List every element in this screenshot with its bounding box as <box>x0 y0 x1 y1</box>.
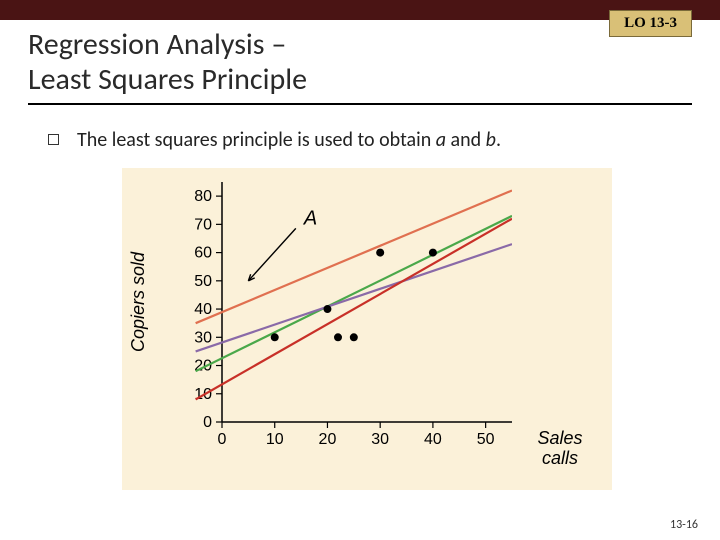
bullet-text-mid: and <box>446 128 486 152</box>
svg-text:A: A <box>303 207 317 229</box>
title-line-1: Regression Analysis – <box>28 26 286 63</box>
svg-text:40: 40 <box>424 431 442 448</box>
svg-text:40: 40 <box>194 301 212 318</box>
regression-chart: 0102030405060708001020304050Copiers sold… <box>122 168 612 490</box>
title-underline <box>28 103 692 105</box>
svg-text:Sales: Sales <box>537 428 582 448</box>
square-bullet-icon <box>48 134 59 145</box>
bullet-var-b: b <box>486 128 496 152</box>
svg-text:70: 70 <box>194 216 212 233</box>
svg-text:0: 0 <box>203 414 212 431</box>
svg-text:20: 20 <box>319 431 337 448</box>
svg-text:0: 0 <box>218 431 227 448</box>
svg-text:60: 60 <box>194 245 212 262</box>
chart-svg: 0102030405060708001020304050Copiers sold… <box>122 168 612 490</box>
bullet-text: The least squares principle is used to o… <box>77 128 501 152</box>
svg-text:20: 20 <box>194 358 212 375</box>
page-number: 13-16 <box>670 518 698 532</box>
svg-text:Copiers sold: Copiers sold <box>128 251 148 352</box>
title-line-2: Least Squares Principle <box>28 61 307 98</box>
bullet-text-pre: The least squares principle is used to o… <box>77 128 436 152</box>
svg-text:50: 50 <box>477 431 495 448</box>
bullet-item: The least squares principle is used to o… <box>48 128 680 152</box>
svg-text:80: 80 <box>194 188 212 205</box>
bullet-text-post: . <box>496 128 501 152</box>
svg-text:30: 30 <box>194 329 212 346</box>
svg-text:calls: calls <box>542 448 578 468</box>
svg-text:50: 50 <box>194 273 212 290</box>
svg-text:10: 10 <box>266 431 284 448</box>
slide-title: Regression Analysis – Least Squares Prin… <box>28 28 692 105</box>
bullet-var-a: a <box>436 128 446 152</box>
svg-text:30: 30 <box>371 431 389 448</box>
